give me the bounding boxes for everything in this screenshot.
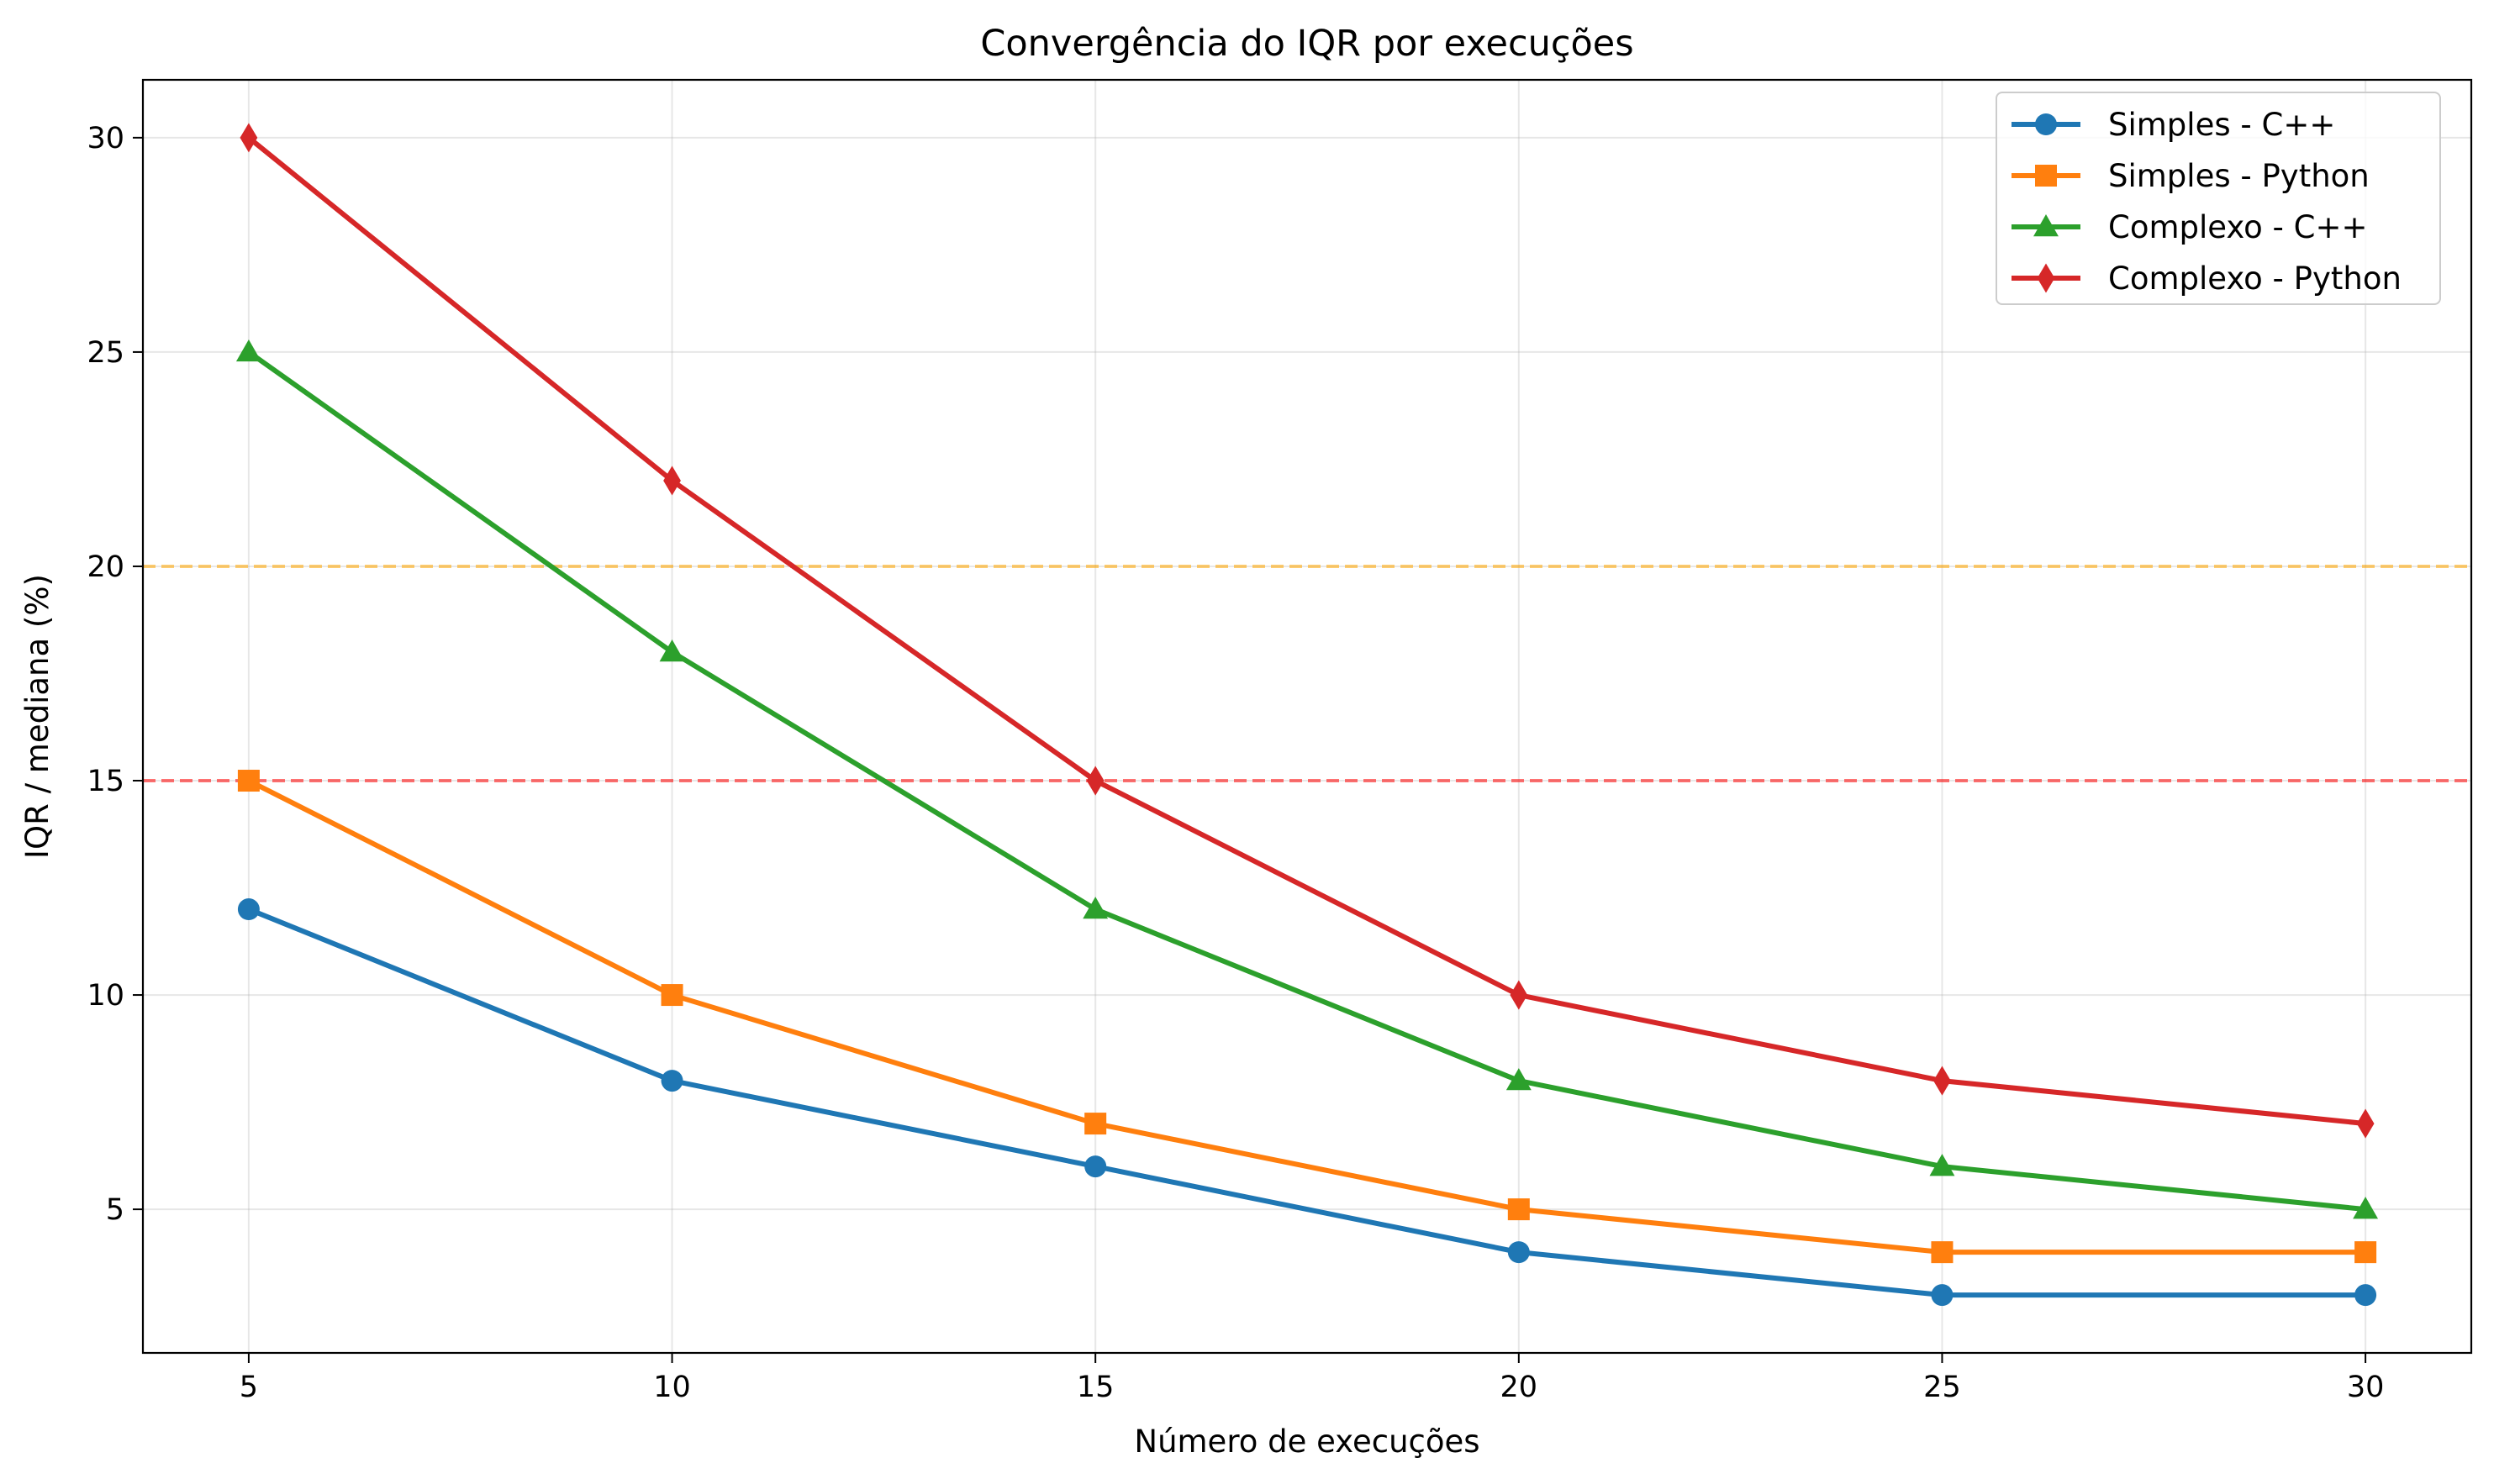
x-tick-label: 30 (2347, 1371, 2385, 1404)
plot-frame (141, 78, 2473, 1355)
chart-title: Convergência do IQR por execuções (980, 23, 1633, 65)
diamond-marker (1933, 1066, 1951, 1096)
y-tick-label: 5 (106, 1193, 124, 1227)
diamond-marker (663, 466, 681, 496)
circle-marker (2035, 113, 2057, 135)
axis-ticks: 5 10 15 20 25 30 5 10 15 20 25 30 (87, 122, 2384, 1404)
triangle-marker (1929, 1154, 1955, 1176)
legend: Simples - C++ Simples - Python Complexo - … (1996, 92, 2441, 305)
triangle-marker (2033, 214, 2059, 237)
x-tick-label: 25 (1923, 1371, 1961, 1404)
circle-marker (661, 1070, 683, 1092)
series-line (245, 134, 2369, 1127)
square-marker (237, 770, 260, 792)
y-tick-label: 20 (87, 550, 124, 584)
square-marker (2035, 165, 2057, 187)
x-tick-label: 20 (1500, 1371, 1538, 1404)
circle-marker (237, 898, 260, 921)
triangle-marker (1083, 897, 1109, 919)
triangle-marker (1505, 1068, 1532, 1091)
x-axis-label: Número de execuções (1134, 1423, 1479, 1460)
y-tick-label: 10 (87, 979, 124, 1013)
legend-entry-label: Complexo - C++ (2108, 209, 2368, 245)
y-tick-label: 15 (87, 765, 124, 798)
legend-entry-label: Simples - Python (2108, 158, 2370, 194)
diamond-marker (240, 123, 258, 153)
square-marker (1507, 1198, 1530, 1221)
x-tick-label: 5 (240, 1371, 258, 1404)
series-lines (235, 123, 2379, 1307)
series-line (245, 907, 2369, 1298)
grid (143, 80, 2471, 1353)
series-group (240, 123, 2375, 1139)
legend-box (1996, 92, 2441, 305)
circle-marker (1931, 1284, 1954, 1307)
x-tick-label: 15 (1077, 1371, 1115, 1404)
y-tick-label: 30 (87, 122, 124, 155)
series-line (245, 778, 2369, 1255)
series-group (235, 339, 2379, 1219)
diamond-marker (2356, 1108, 2375, 1139)
circle-marker (2354, 1284, 2377, 1307)
triangle-marker (2353, 1197, 2379, 1219)
circle-marker (1507, 1241, 1530, 1264)
y-axis-label: IQR / mediana (%) (19, 574, 55, 859)
legend-entry-label: Simples - C++ (2108, 107, 2335, 143)
series-group (237, 770, 2377, 1264)
circle-marker (1084, 1155, 1107, 1178)
diamond-marker (1510, 980, 1528, 1010)
legend-entry-label: Complexo - Python (2108, 260, 2402, 297)
square-marker (1931, 1241, 1954, 1264)
triangle-marker (235, 339, 261, 362)
square-marker (2354, 1241, 2377, 1264)
diamond-marker (2037, 263, 2055, 293)
y-tick-label: 25 (87, 336, 124, 370)
square-marker (661, 984, 683, 1007)
square-marker (1084, 1113, 1107, 1135)
series-group (237, 898, 2377, 1307)
diamond-marker (1086, 766, 1105, 796)
x-tick-label: 10 (653, 1371, 691, 1404)
triangle-marker (659, 639, 685, 662)
series-line (245, 349, 2369, 1213)
